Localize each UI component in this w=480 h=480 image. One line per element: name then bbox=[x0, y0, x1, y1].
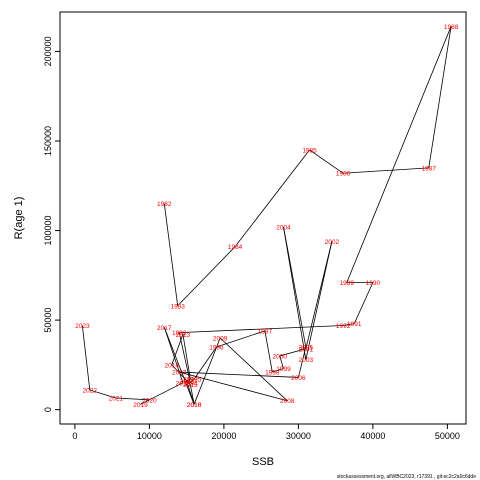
x-tick-label: 10000 bbox=[137, 431, 162, 441]
year-label-1986: 1986 bbox=[336, 171, 351, 178]
segment-2004-2005 bbox=[283, 226, 307, 348]
year-label-2005: 2005 bbox=[299, 344, 314, 351]
x-tick-label: 20000 bbox=[211, 431, 236, 441]
year-label-2019: 2019 bbox=[133, 402, 148, 409]
segment-2009-2010 bbox=[193, 337, 221, 405]
year-label-2009: 2009 bbox=[213, 336, 228, 343]
year-label-2002: 2002 bbox=[325, 239, 340, 246]
segment-2021-2022 bbox=[89, 389, 116, 399]
segment-1995-1996 bbox=[193, 346, 217, 380]
segment-1997-1998 bbox=[264, 330, 273, 373]
x-tick-label: 40000 bbox=[360, 431, 385, 441]
segment-1988-1989 bbox=[346, 26, 452, 283]
year-label-1998: 1998 bbox=[265, 370, 280, 377]
year-label-1989: 1989 bbox=[340, 280, 355, 287]
year-label-2015: 2015 bbox=[183, 382, 198, 389]
year-label-1997: 1997 bbox=[258, 328, 273, 335]
year-label-2001: 2001 bbox=[299, 346, 314, 353]
segment-1996-1997 bbox=[216, 330, 265, 348]
segment-2000-2001 bbox=[279, 348, 306, 357]
segment-2019-2020 bbox=[140, 399, 150, 405]
segment-1986-1987 bbox=[343, 167, 429, 174]
segment-1990-1991 bbox=[353, 282, 374, 324]
year-label-2010: 2010 bbox=[187, 402, 202, 409]
year-label-1987: 1987 bbox=[422, 165, 437, 172]
year-label-1995: 1995 bbox=[187, 377, 202, 384]
year-label-2014: 2014 bbox=[165, 362, 180, 369]
year-label-2003: 2003 bbox=[299, 357, 314, 364]
segment-2006-2007 bbox=[179, 371, 299, 378]
year-label-1991: 1991 bbox=[347, 321, 362, 328]
year-label-2020: 2020 bbox=[142, 397, 157, 404]
y-tick-label: 200000 bbox=[43, 36, 53, 66]
segment-2014-2015 bbox=[171, 364, 191, 385]
year-label-2021: 2021 bbox=[109, 396, 124, 403]
y-axis-title: R(age 1) bbox=[13, 197, 25, 240]
segment-1987-1988 bbox=[428, 26, 452, 168]
y-tick-label: 150000 bbox=[43, 126, 53, 156]
segment-1999-2000 bbox=[279, 355, 284, 369]
year-label-2016: 2016 bbox=[187, 402, 202, 409]
year-label-1994: 1994 bbox=[183, 380, 198, 387]
x-tick-label: 50000 bbox=[435, 431, 460, 441]
segment-2015-2016 bbox=[189, 384, 195, 405]
y-axis: 0 50000 100000 150000 200000 bbox=[43, 36, 60, 412]
segment-1984-1985 bbox=[234, 149, 310, 247]
segment-2013-2014 bbox=[171, 334, 184, 366]
year-label-2000: 2000 bbox=[273, 353, 288, 360]
year-label-2008: 2008 bbox=[280, 398, 295, 405]
year-label-1984: 1984 bbox=[228, 244, 243, 251]
y-tick-label: 100000 bbox=[43, 216, 53, 246]
year-label-1990: 1990 bbox=[366, 280, 381, 287]
year-label-1996: 1996 bbox=[209, 344, 224, 351]
segment-1985-1986 bbox=[309, 149, 344, 174]
year-label-2004: 2004 bbox=[276, 224, 291, 231]
segment-2017-2018 bbox=[163, 327, 184, 383]
year-label-2013: 2013 bbox=[176, 332, 191, 339]
segment-2002-2003 bbox=[305, 241, 333, 360]
x-axis-title: SSB bbox=[252, 456, 274, 468]
year-labels: 1982 1983 1984 1985 1986 1987 1988 1989 1990 1991… bbox=[75, 24, 459, 409]
year-label-2023: 2023 bbox=[75, 323, 90, 330]
year-label-2011: 2011 bbox=[180, 379, 194, 386]
x-tick-label: 30000 bbox=[286, 431, 311, 441]
x-axis: 0 10000 20000 30000 40000 50000 bbox=[72, 424, 460, 441]
year-label-2007: 2007 bbox=[172, 370, 187, 377]
year-label-1985: 1985 bbox=[302, 147, 317, 154]
segment-2020-2021 bbox=[115, 397, 150, 401]
segment-2008-2009 bbox=[219, 337, 288, 402]
plot-frame bbox=[59, 11, 467, 425]
x-tick-label: 0 bbox=[72, 431, 77, 441]
year-label-1983: 1983 bbox=[170, 303, 185, 310]
segment-1992-1993 bbox=[179, 325, 344, 334]
year-label-1988: 1988 bbox=[444, 24, 459, 31]
y-tick-label: 0 bbox=[43, 407, 53, 412]
segment-2016-2017 bbox=[163, 327, 195, 405]
segment-1991-1992 bbox=[343, 323, 355, 326]
segment-2007-2008 bbox=[179, 371, 288, 402]
segment-2011-2012 bbox=[186, 378, 191, 382]
year-label-1999: 1999 bbox=[276, 366, 291, 373]
trajectory-lines bbox=[81, 26, 452, 405]
y-tick-label: 50000 bbox=[43, 308, 53, 333]
segment-2005-2006 bbox=[297, 346, 307, 378]
segment-2012-2013 bbox=[182, 334, 191, 380]
year-label-2018: 2018 bbox=[176, 380, 191, 387]
year-label-2012: 2012 bbox=[183, 377, 198, 384]
segment-1983-1984 bbox=[177, 246, 236, 307]
segment-1994-1995 bbox=[190, 378, 195, 384]
footer-credit: stockassessment.org, allWBC2023, r17391 … bbox=[337, 474, 476, 480]
segment-2022-2023 bbox=[81, 325, 91, 391]
year-label-1993: 1993 bbox=[172, 330, 187, 337]
year-label-1992: 1992 bbox=[336, 323, 351, 330]
segment-1998-1999 bbox=[272, 368, 284, 373]
year-label-1982: 1982 bbox=[157, 201, 172, 208]
segment-1982-1983 bbox=[163, 203, 179, 306]
year-label-2017: 2017 bbox=[157, 325, 172, 332]
year-label-2022: 2022 bbox=[83, 387, 98, 394]
year-label-2006: 2006 bbox=[291, 375, 306, 382]
